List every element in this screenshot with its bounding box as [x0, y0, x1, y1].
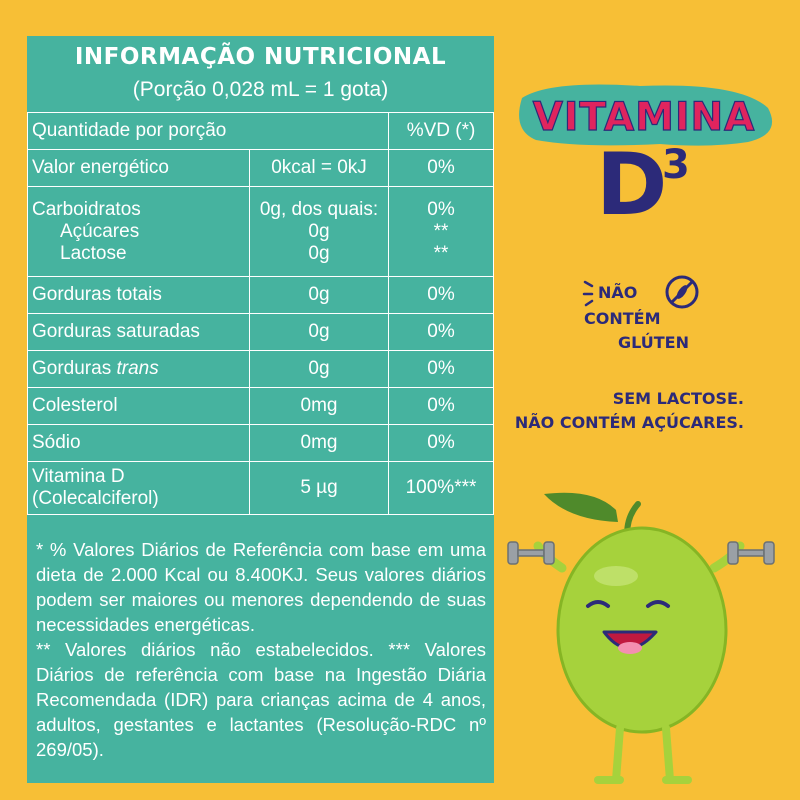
- footnote-vd: * % Valores Diários de Referência com ba…: [36, 539, 486, 635]
- row-vd: 0%: [388, 313, 494, 351]
- badge-line-1: NÃO: [598, 283, 637, 302]
- row-name: Gorduras saturadas: [27, 313, 250, 351]
- lime-body: [556, 526, 728, 734]
- row-name: Gorduras totais: [27, 276, 250, 314]
- row-amount: 0mg: [249, 424, 389, 462]
- cholecalciferol-label: (Colecalciferol): [32, 488, 159, 509]
- row-amount: 0g: [249, 276, 389, 314]
- lactose-vd: **: [433, 242, 449, 264]
- left-eye: [586, 600, 610, 608]
- right-eye: [646, 600, 670, 608]
- row-amount: 5 µg: [249, 461, 389, 515]
- row-vd: 0%: [388, 424, 494, 462]
- row-amount: 0g, dos quais: 0g 0g: [249, 186, 389, 277]
- tongue: [618, 642, 642, 654]
- header-vd: %VD (*): [388, 112, 494, 150]
- carb-amount: 0g, dos quais:: [259, 198, 379, 220]
- left-leg: [612, 724, 624, 784]
- lactose-amount: 0g: [308, 242, 330, 264]
- row-amount: 0g: [249, 313, 389, 351]
- lactose-label: Lactose: [60, 242, 127, 264]
- row-vd: 0% ** **: [388, 186, 494, 277]
- row-amount: 0kcal = 0kJ: [249, 149, 389, 187]
- table-row: Gorduras trans 0g 0%: [27, 350, 494, 388]
- table-row: Carboidratos Açúcares Lactose 0g, dos qu…: [27, 186, 494, 277]
- nutrition-title: INFORMAÇÃO NUTRICIONAL: [74, 44, 447, 70]
- logo-teal-shape: [519, 84, 773, 146]
- free-from-claims: SEM LACTOSE. NÃO CONTÉM AÇÚCARES.: [515, 387, 744, 435]
- trans-italic: trans: [116, 358, 159, 379]
- row-name: Gorduras trans: [27, 350, 250, 388]
- row-amount: 0mg: [249, 387, 389, 425]
- row-name: Sódio: [27, 424, 250, 462]
- row-name: Valor energético: [27, 149, 250, 187]
- logo-word: VITAMINA: [533, 95, 756, 140]
- table-row: Colesterol 0mg 0%: [27, 387, 494, 425]
- row-name: Vitamina D (Colecalciferol): [27, 461, 250, 515]
- carb-vd: 0%: [427, 198, 455, 220]
- sugar-vd: **: [433, 220, 449, 242]
- no-wheat-icon: [665, 275, 699, 309]
- sparkle-lines: [582, 280, 594, 307]
- table-row: Valor energético 0kcal = 0kJ 0%: [27, 149, 494, 187]
- header-quantity: Quantidade por porção: [27, 112, 389, 150]
- serving-size: (Porção 0,028 mL = 1 gota): [132, 78, 389, 101]
- row-vd: 0%: [388, 350, 494, 388]
- vitamin-d-label: Vitamina D: [32, 466, 125, 487]
- carb-label: Carboidratos: [32, 198, 141, 220]
- row-vd: 0%: [388, 149, 494, 187]
- row-name: Colesterol: [27, 387, 250, 425]
- table-header-row: Quantidade por porção %VD (*): [27, 112, 494, 150]
- left-dumbbell-icon: [507, 541, 555, 565]
- sugar-amount: 0g: [308, 220, 330, 242]
- sugar-free-claim: NÃO CONTÉM AÇÚCARES.: [514, 413, 744, 432]
- lime-highlight: [594, 566, 638, 586]
- badge-line-3: GLÚTEN: [618, 333, 689, 352]
- nutrition-table: Quantidade por porção %VD (*) Valor ener…: [27, 112, 494, 515]
- vitamin-d3-logo: VITAMINA D 3: [519, 84, 773, 218]
- footnotes: * % Valores Diários de Referência com ba…: [36, 537, 486, 762]
- gluten-free-badge: NÃO CONTÉM GLÚTEN: [582, 275, 699, 352]
- table-row: Vitamina D (Colecalciferol) 5 µg 100%***: [27, 461, 494, 515]
- row-vd: 0%: [388, 387, 494, 425]
- table-row: Gorduras totais 0g 0%: [27, 276, 494, 314]
- row-name: Carboidratos Açúcares Lactose: [27, 186, 250, 277]
- sugar-label: Açúcares: [60, 220, 140, 242]
- logo-letter: D: [596, 135, 667, 218]
- table-row: Sódio 0mg 0%: [27, 424, 494, 462]
- row-vd: 0%: [388, 276, 494, 314]
- footnote-idr: ** Valores diários não estabelecidos. **…: [36, 639, 486, 760]
- leaf-icon: [544, 492, 618, 522]
- right-leg: [662, 724, 674, 784]
- lime-mascot: [507, 492, 775, 784]
- row-vd: 100%***: [388, 461, 494, 515]
- badge-line-2: CONTÉM: [584, 309, 661, 328]
- row-amount: 0g: [249, 350, 389, 388]
- logo-superscript: 3: [662, 142, 690, 188]
- right-dumbbell-icon: [727, 541, 775, 565]
- trans-fat-label: Gorduras: [32, 358, 112, 379]
- lactose-free-claim: SEM LACTOSE.: [612, 389, 744, 408]
- table-row: Gorduras saturadas 0g 0%: [27, 313, 494, 351]
